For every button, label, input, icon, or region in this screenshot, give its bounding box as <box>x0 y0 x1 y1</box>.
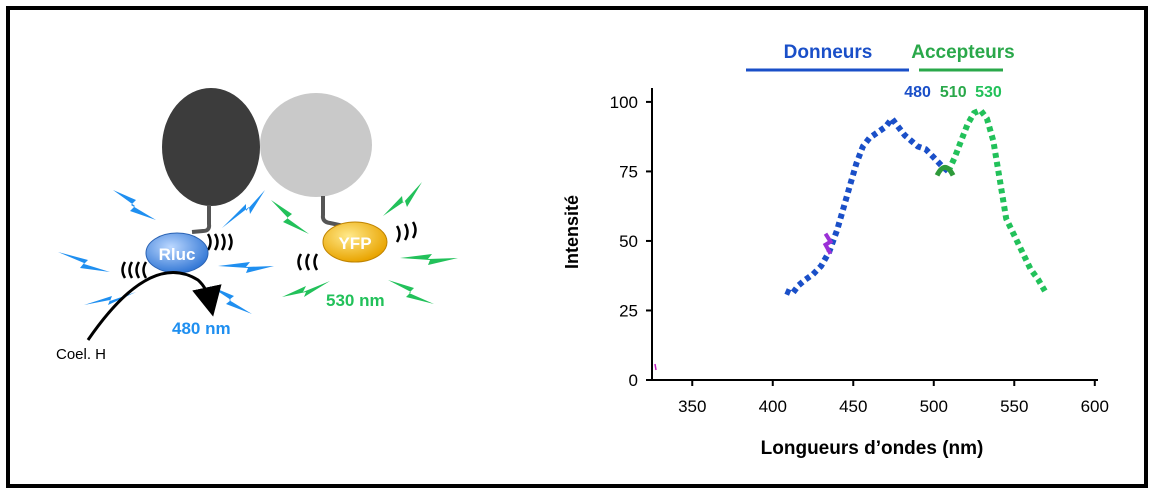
blue-bolt-icon <box>222 190 265 228</box>
blue-bolt-icon <box>210 286 252 314</box>
substrate-arrow <box>86 271 222 341</box>
light-protein <box>260 93 372 197</box>
yfp-linker <box>320 196 345 228</box>
donor-emission-label: 480 nm <box>172 319 231 338</box>
green-bolt-icon <box>383 182 422 216</box>
rluc-energy-waves <box>121 233 233 279</box>
substrate-label: Coel. H <box>56 346 106 363</box>
green-bolt-icon <box>271 200 309 234</box>
rluc-linker <box>191 205 212 234</box>
green-bolt-icon <box>388 280 434 304</box>
green-bolt-icon <box>282 281 330 297</box>
acceptor-emission-label: 530 nm <box>326 291 385 310</box>
dark-protein <box>162 88 260 206</box>
rluc-label: Rluc <box>159 245 196 264</box>
yfp-energy-waves <box>297 221 417 271</box>
yfp-protein <box>322 221 388 263</box>
blue-bolt-icon <box>218 262 274 273</box>
blue-bolt-icon <box>58 252 110 272</box>
blue-bolt-icon <box>84 292 136 305</box>
green-bolt-icon <box>400 254 458 265</box>
yfp-label: YFP <box>338 234 371 253</box>
acceptor-emission-bolts <box>271 182 458 304</box>
bret-diagram: Rluc YFP 480 nm 530 nm Coel. H <box>56 88 458 363</box>
blue-bolt-icon <box>113 190 156 220</box>
